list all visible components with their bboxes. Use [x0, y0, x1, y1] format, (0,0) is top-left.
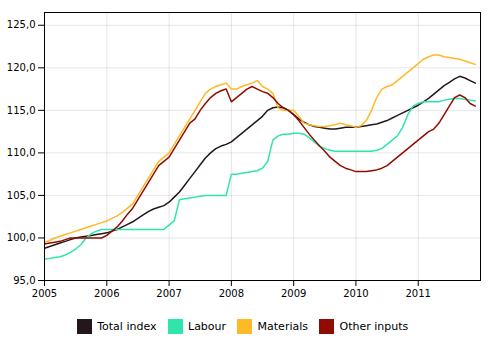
svg-text:125,0: 125,0	[7, 19, 36, 30]
svg-text:2009: 2009	[281, 288, 306, 299]
svg-text:2008: 2008	[219, 288, 244, 299]
svg-text:105,0: 105,0	[7, 190, 36, 201]
svg-text:2007: 2007	[156, 288, 181, 299]
svg-text:120,0: 120,0	[7, 62, 36, 73]
html-text:Labour: Labour	[188, 320, 227, 333]
svg-text:2006: 2006	[94, 288, 119, 299]
svg-text:115,0: 115,0	[7, 105, 36, 116]
html-text:Materials: Materials	[257, 320, 308, 333]
html-text:Other inputs: Other inputs	[339, 320, 409, 333]
svg-text:2010: 2010	[343, 288, 368, 299]
svg-text:2005: 2005	[32, 288, 57, 299]
svg-text:110,0: 110,0	[7, 147, 36, 158]
svg-text:100,0: 100,0	[7, 232, 36, 243]
svg-text:95,0: 95,0	[13, 275, 35, 286]
svg-text:2011: 2011	[405, 288, 430, 299]
html-text:Total index: Total index	[97, 320, 157, 333]
